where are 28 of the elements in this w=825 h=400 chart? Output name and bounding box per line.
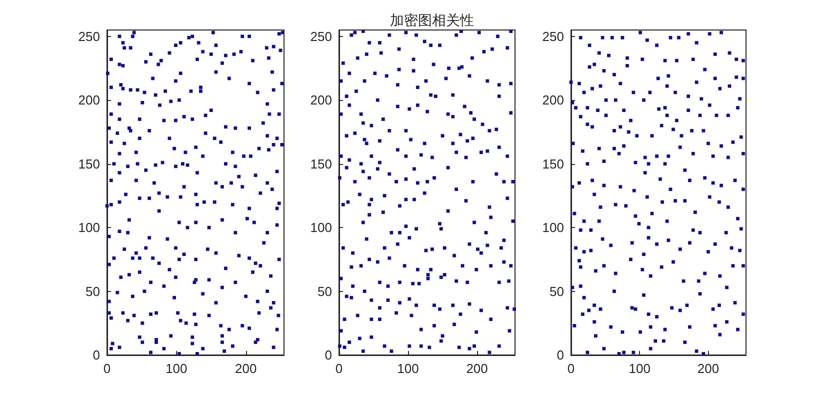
y-tick-label: 150	[542, 156, 564, 172]
y-tick-label: 250	[542, 28, 564, 44]
y-tick-label: 0	[92, 348, 100, 362]
y-tick-label: 150	[310, 156, 332, 172]
x-tick-label: 100	[166, 361, 188, 376]
y-tick-label: 100	[310, 220, 332, 236]
x-tick-label: 200	[234, 361, 257, 376]
chart-title: 加密图相关性	[390, 12, 474, 28]
x-tick-label: 100	[628, 361, 650, 376]
y-tick-label: 50	[86, 284, 100, 299]
y-tick-label: 200	[542, 92, 564, 108]
x-tick-label: 0	[103, 361, 111, 376]
y-tick-label: 0	[556, 348, 564, 362]
y-tick-label: 50	[550, 284, 564, 299]
y-tick-label: 250	[310, 28, 332, 44]
x-tick-label: 0	[335, 361, 343, 376]
x-tick-label: 200	[466, 361, 488, 376]
y-tick-label: 200	[310, 92, 332, 108]
y-tick-label: 0	[324, 348, 332, 362]
y-tick-label: 100	[78, 220, 100, 236]
y-tick-label: 250	[78, 28, 100, 44]
y-tick-label: 100	[542, 220, 564, 236]
x-tick-label: 200	[697, 361, 720, 376]
y-tick-label: 200	[78, 92, 100, 108]
x-tick-label: 0	[567, 361, 575, 376]
x-tick-label: 100	[397, 361, 419, 376]
y-tick-label: 150	[78, 156, 100, 172]
y-tick-label: 50	[318, 284, 332, 299]
